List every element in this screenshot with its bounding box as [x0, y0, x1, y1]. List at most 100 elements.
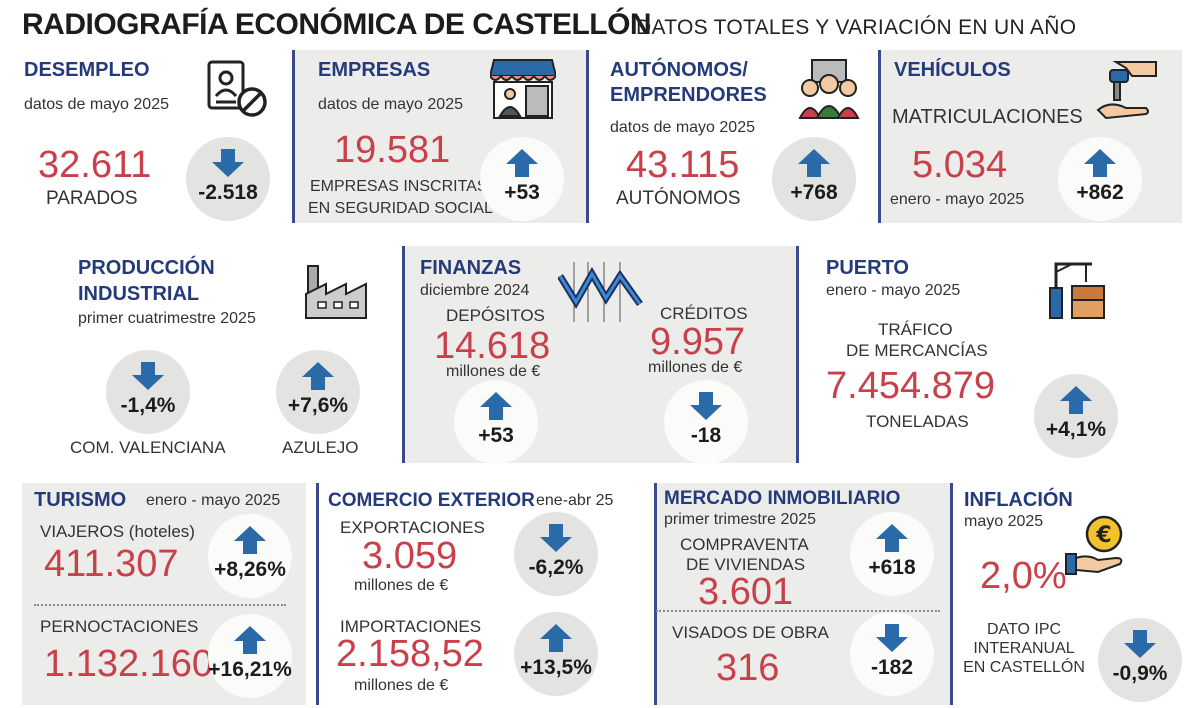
- puerto-unit: TONELADAS: [866, 412, 969, 431]
- puerto-heading: PUERTO: [826, 257, 909, 279]
- finanzas-creditos-unit: millones de €: [648, 359, 743, 376]
- vehiculos-value: 5.034: [912, 144, 1008, 186]
- comercio-export-badge: -6,2%: [514, 512, 598, 596]
- arrow-up-icon: [302, 362, 334, 390]
- inmobiliario-compraventa-value: 3.601: [698, 571, 794, 613]
- arrow-up-icon: [798, 149, 830, 177]
- arrow-down-icon: [132, 362, 164, 390]
- comercio-import-change: +13,5%: [520, 656, 592, 679]
- inmobiliario-period: primer trimestre 2025: [664, 511, 817, 528]
- svg-text:€: €: [1095, 523, 1111, 548]
- comercio-export-unit: millones de €: [354, 577, 449, 594]
- autonomos-change-badge: +768: [772, 137, 856, 221]
- produccion-period: primer cuatrimestre 2025: [78, 310, 256, 327]
- empresas-value: 19.581: [334, 129, 451, 171]
- puerto-change-badge: +4,1%: [1034, 374, 1118, 458]
- produccion-valenciana-badge: -1,4%: [106, 350, 190, 434]
- divider: [292, 50, 295, 223]
- inmobiliario-compraventa-label-1: COMPRAVENTA: [680, 535, 809, 554]
- vehiculos-change-badge: +862: [1058, 137, 1142, 221]
- arrow-up-icon: [234, 626, 266, 654]
- empresas-label-1: EMPRESAS INSCRITAS: [310, 178, 488, 195]
- arrow-up-icon: [876, 524, 908, 552]
- turismo-viajeros-value: 411.307: [44, 543, 179, 585]
- autonomos-heading-1: AUTÓNOMOS/: [610, 59, 748, 81]
- produccion-heading-2: INDUSTRIAL: [78, 283, 200, 305]
- empresas-change: +53: [504, 181, 540, 204]
- puerto-period: enero - mayo 2025: [826, 282, 961, 299]
- finanzas-creditos-label: CRÉDITOS: [660, 304, 748, 323]
- arrow-up-icon: [1084, 149, 1116, 177]
- desempleo-change: -2.518: [198, 181, 258, 204]
- port-crane-icon: [1049, 262, 1105, 319]
- turismo-pernoctaciones-badge: +16,21%: [208, 614, 292, 698]
- produccion-label-2: AZULEJO: [282, 438, 359, 457]
- autonomos-period: datos de mayo 2025: [610, 119, 755, 136]
- vehiculos-change: +862: [1076, 181, 1124, 204]
- turismo-heading: TURISMO: [34, 489, 127, 511]
- arrow-down-icon: [212, 149, 244, 177]
- arrow-up-icon: [480, 392, 512, 420]
- shop-icon: [490, 59, 556, 119]
- divider: [402, 246, 405, 463]
- inflacion-change: -0,9%: [1112, 662, 1168, 685]
- finanzas-creditos-badge: -18: [664, 380, 748, 464]
- empresas-period: datos de mayo 2025: [318, 96, 463, 113]
- inflacion-period: mayo 2025: [964, 513, 1044, 530]
- puerto-value: 7.454.879: [826, 365, 996, 407]
- desempleo-period: datos de mayo 2025: [24, 96, 169, 113]
- desempleo-value: 32.611: [38, 144, 152, 186]
- vehiculos-heading: VEHÍCULOS: [894, 59, 1011, 81]
- puerto-change: +4,1%: [1045, 418, 1107, 441]
- comercio-export-change: -6,2%: [528, 556, 584, 579]
- produccion-heading-1: PRODUCCIÓN: [78, 257, 215, 279]
- divider: [654, 483, 657, 705]
- arrow-down-icon: [540, 524, 572, 552]
- factory-icon: [305, 265, 367, 319]
- comercio-period: ene-abr 25: [536, 492, 614, 509]
- inmobiliario-compraventa-label-2: DE VIVIENDAS: [686, 555, 806, 574]
- inflacion-heading: INFLACIÓN: [964, 489, 1073, 511]
- comercio-export-label: EXPORTACIONES: [340, 518, 485, 537]
- desempleo-change-badge: -2.518: [186, 137, 270, 221]
- inflacion-value: 2,0%: [980, 555, 1067, 597]
- inmobiliario-visados-badge: -182: [850, 612, 934, 696]
- comercio-export-value: 3.059: [362, 535, 458, 577]
- vehiculos-label: MATRICULACIONES: [892, 106, 1083, 128]
- autonomos-label: AUTÓNOMOS: [616, 188, 741, 209]
- turismo-pernoctaciones-value: 1.132.160: [44, 643, 214, 685]
- inflacion-change-badge: -0,9%: [1098, 618, 1182, 702]
- divider: [316, 483, 319, 705]
- comercio-import-value: 2.158,52: [336, 633, 484, 675]
- comercio-import-unit: millones de €: [354, 677, 449, 694]
- finanzas-period: diciembre 2024: [420, 282, 530, 299]
- inflacion-label-3: EN CASTELLÓN: [963, 659, 1085, 676]
- divider: [878, 50, 881, 223]
- people-group-icon: [798, 59, 860, 119]
- divider: [950, 483, 953, 705]
- empresas-heading: EMPRESAS: [318, 59, 431, 81]
- inmobiliario-visados-label: VISADOS DE OBRA: [672, 623, 829, 642]
- produccion-label-1: COM. VALENCIANA: [70, 438, 226, 457]
- inmobiliario-visados-value: 316: [716, 647, 780, 689]
- arrow-down-icon: [690, 392, 722, 420]
- puerto-label-1: TRÁFICO: [878, 320, 953, 339]
- desempleo-label: PARADOS: [46, 188, 138, 209]
- finanzas-heading: FINANZAS: [420, 257, 522, 279]
- divider: [34, 604, 286, 606]
- arrow-up-icon: [540, 624, 572, 652]
- finanzas-creditos-change: -18: [690, 424, 722, 447]
- arrow-up-icon: [1060, 386, 1092, 414]
- finanzas-depositos-unit: millones de €: [446, 363, 541, 380]
- turismo-period: enero - mayo 2025: [146, 492, 281, 509]
- divider: [656, 610, 940, 612]
- finanzas-creditos-value: 9.957: [650, 321, 746, 363]
- empresas-label-2: EN SEGURIDAD SOCIAL: [308, 200, 493, 217]
- arrow-down-icon: [876, 624, 908, 652]
- inflacion-label-2: INTERANUAL: [973, 640, 1075, 657]
- page-title: RADIOGRAFÍA ECONÓMICA DE CASTELLÓN: [22, 8, 652, 41]
- finanzas-depositos-label: DEPÓSITOS: [446, 306, 545, 325]
- inmobiliario-compraventa-badge: +618: [850, 512, 934, 596]
- inmobiliario-visados-change: -182: [870, 656, 914, 679]
- unemployed-id-card-icon: [207, 60, 267, 117]
